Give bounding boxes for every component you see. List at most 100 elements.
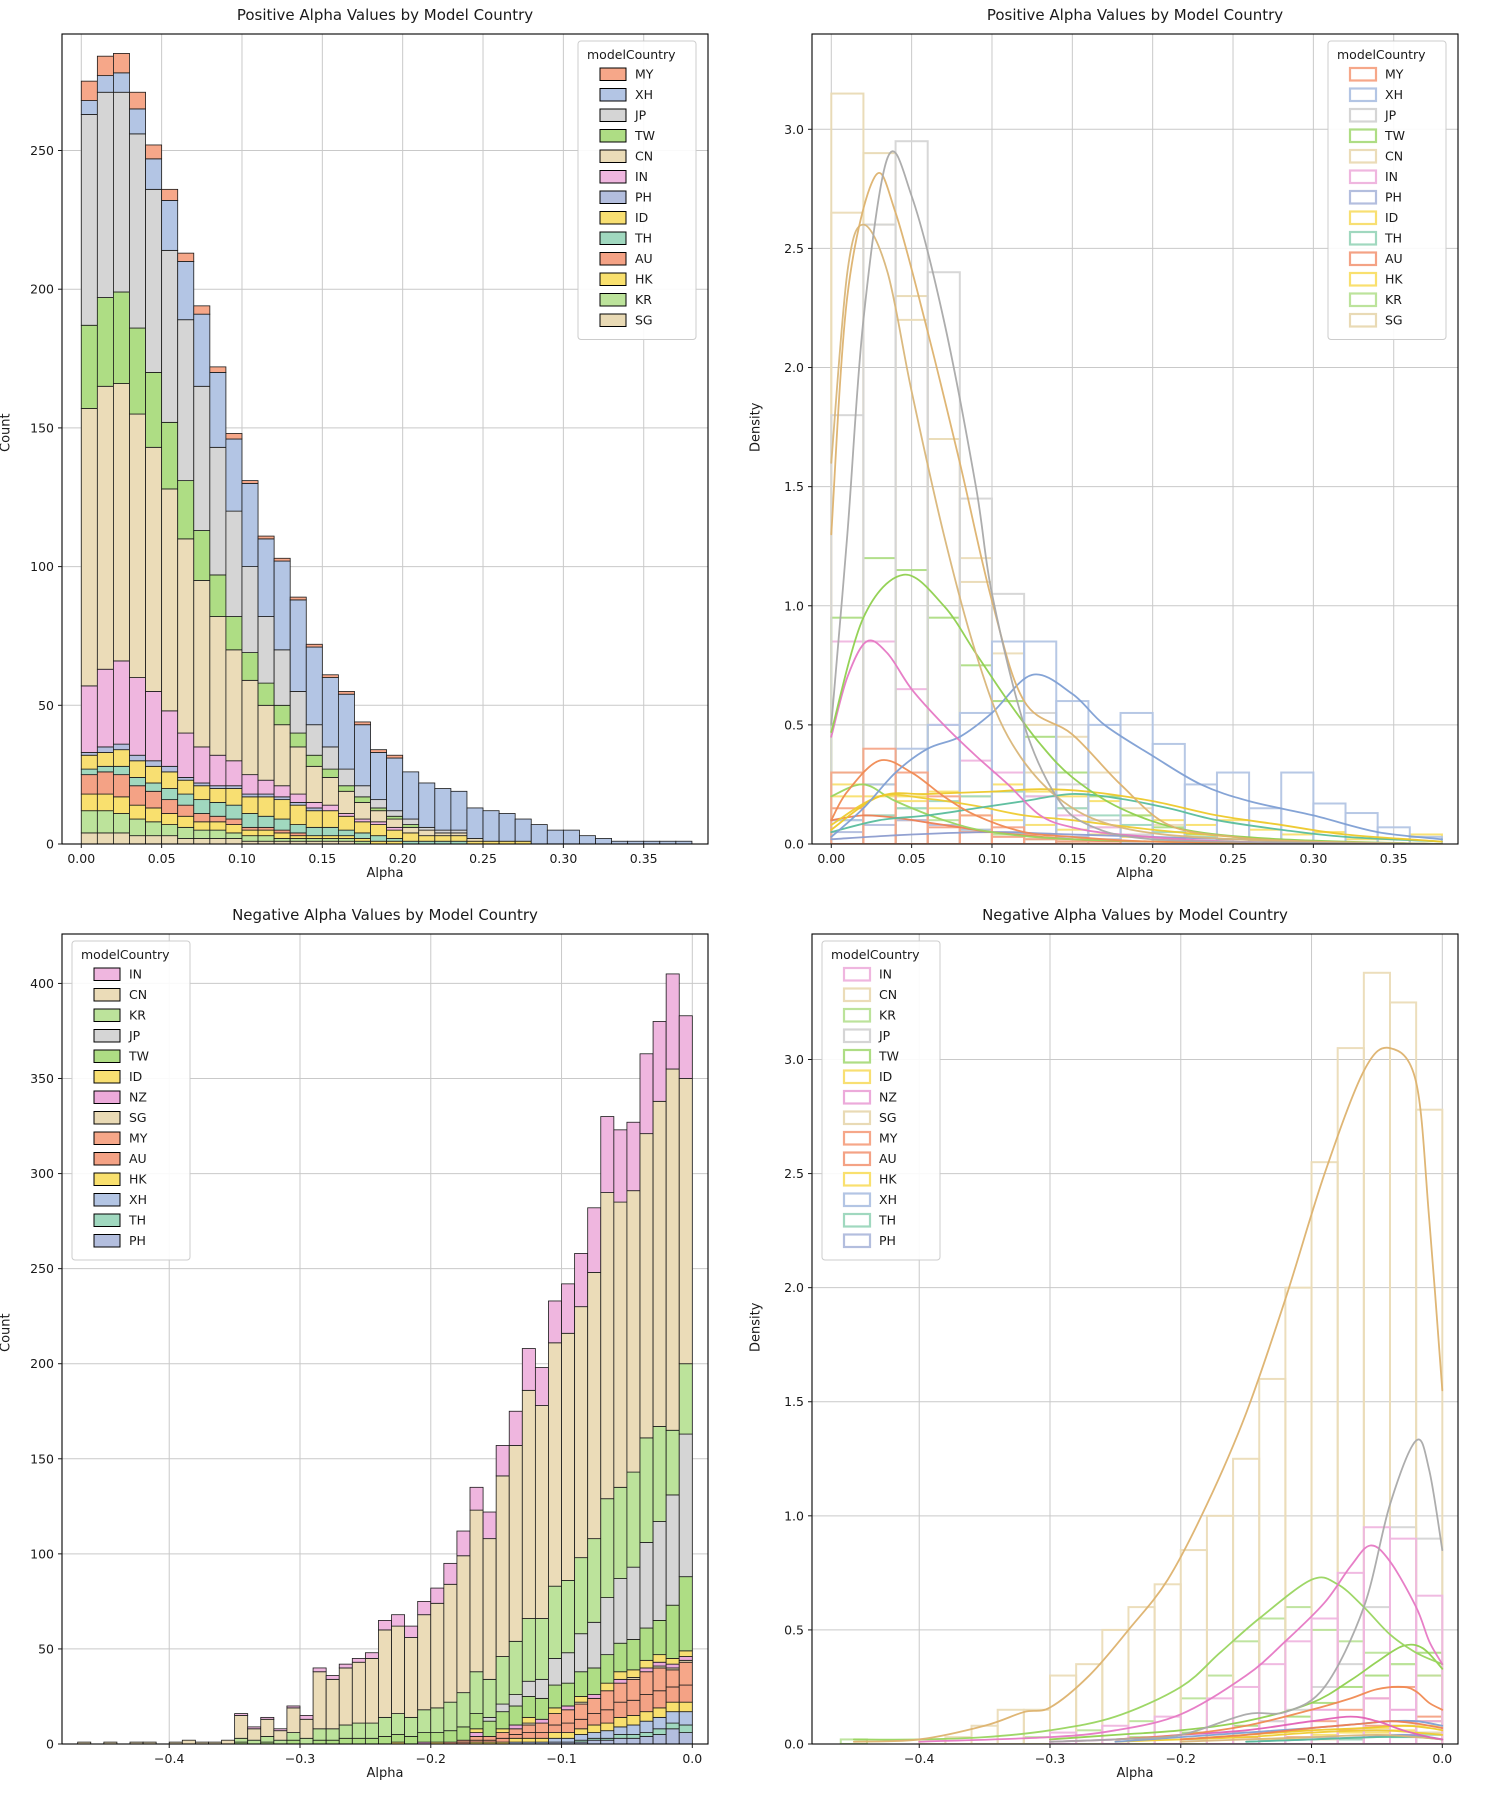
bar-XH: [305, 646, 323, 726]
y-tick-label: 3.0: [784, 1052, 804, 1067]
bar-HK: [145, 807, 163, 823]
kde-curve-SG: [1179, 1733, 1444, 1743]
bar-TH: [241, 813, 259, 828]
x-axis-label: Alpha: [366, 1766, 404, 1781]
bar-TW: [417, 1732, 432, 1743]
bar-XH: [209, 372, 227, 448]
bar-ID: [209, 788, 227, 803]
hist-bar-CN: [1310, 1161, 1339, 1744]
legend-item-IN: IN: [93, 967, 142, 982]
bar-CN: [234, 1715, 249, 1739]
bar-CN: [534, 1405, 549, 1619]
chart-title: Positive Alpha Values by Model Country: [236, 6, 534, 24]
bar-JP: [225, 510, 243, 617]
legend-item-JP: JP: [842, 1028, 891, 1044]
bar-IN: [678, 1015, 693, 1079]
bar-CN: [289, 746, 307, 795]
x-tick-label: −0.4: [154, 1751, 184, 1766]
legend-item-NZ: NZ: [842, 1090, 897, 1105]
bar-PH: [289, 801, 307, 806]
bar-MY: [495, 1732, 510, 1739]
bar-ID: [434, 835, 452, 842]
bar-IN: [652, 1021, 667, 1102]
legend-label-JP: JP: [128, 1028, 141, 1043]
legend-swatch-ID: [599, 211, 627, 225]
bar-TW: [678, 1576, 693, 1652]
bar-NZ: [587, 1694, 602, 1699]
hist-bar-XH: [958, 711, 993, 844]
plot-positive-count: 0.00 0.05 0.10 0.15 0.20 0.25 0.30 0.35 0 50 100 15…: [30, 33, 709, 866]
kde-curve-SG: [830, 223, 1443, 844]
bar-NZ: [534, 1718, 549, 1724]
chart-title: Negative Alpha Values by Model Country: [982, 906, 1288, 924]
bar-IN: [225, 760, 243, 787]
plot-negative-density: −0.4 −0.3 −0.2 −0.1 0.0 0.0 0.5 1.0 1.5 2.0 2.5 3.0…: [784, 933, 1459, 1766]
bar-IN: [600, 1116, 615, 1193]
legend-item-KR: KR: [1348, 292, 1402, 308]
bar-JP: [508, 1694, 523, 1707]
plot-positive-density: 0.00 0.05 0.10 0.15 0.20 0.25 0.30 0.35 0.0 0.5 1.…: [784, 33, 1459, 866]
y-tick-label: 200: [30, 1356, 54, 1371]
bar-HK: [521, 1737, 536, 1743]
bar-SG: [129, 835, 146, 844]
bar-XH: [548, 1737, 562, 1743]
y-tick-label: 0.5: [784, 717, 804, 732]
bar-JP: [337, 768, 355, 787]
bar-TH: [386, 838, 404, 842]
x-tick-label: −0.2: [416, 1751, 446, 1766]
bar-TH: [273, 818, 291, 831]
plot-border: [61, 933, 709, 1745]
bar-CN: [587, 1272, 602, 1540]
bar-XH: [386, 757, 404, 812]
bar-IN: [321, 804, 339, 812]
bar-KR: [521, 1618, 536, 1682]
bar-IN: [404, 1625, 419, 1638]
bar-MY: [177, 252, 195, 262]
legend-swatch-AU: [842, 1151, 872, 1167]
legend-swatch-PH: [842, 1233, 872, 1249]
bar-PH: [626, 1737, 641, 1744]
bar-XH: [600, 1730, 615, 1739]
bar-ID: [80, 754, 98, 770]
x-tick-label: −0.3: [285, 1751, 315, 1766]
bar-XH: [579, 835, 596, 844]
bar-TH: [652, 1728, 667, 1735]
bar-MY: [289, 596, 307, 601]
bar-IN: [338, 1663, 353, 1669]
bar-JP: [450, 829, 468, 834]
bar-IN: [548, 1300, 562, 1344]
bar-TH: [129, 777, 146, 787]
y-tick-label: 1.0: [784, 1508, 804, 1523]
y-tick-label: 2.0: [784, 1280, 804, 1295]
hist-outline-KR: [839, 1606, 1444, 1744]
legend-label-PH: PH: [129, 1233, 146, 1248]
hist-bar-CN: [926, 438, 961, 844]
legend-item-HK: HK: [842, 1172, 897, 1187]
legend-swatch-XH: [93, 1193, 121, 1207]
bar-ID: [370, 824, 388, 837]
bar-TW: [209, 574, 227, 617]
x-tick-label: 0.15: [1058, 851, 1086, 866]
bar-TH: [613, 1734, 628, 1739]
hist-bar-PH: [862, 823, 897, 844]
legend-label-TH: TH: [634, 231, 652, 246]
bar-CN: [430, 1602, 445, 1709]
x-tick-label: 0.00: [67, 851, 95, 866]
bar-TH: [225, 804, 243, 820]
bar-KR: [678, 1363, 693, 1435]
panel-negative-count: Negative Alpha Values by Model Country C…: [0, 900, 750, 1800]
bar-AU: [678, 1684, 693, 1703]
legend-item-XH: XH: [1348, 87, 1403, 103]
bar-KR: [600, 1498, 615, 1598]
plot-border: [61, 33, 709, 845]
bar-AU: [639, 1694, 654, 1713]
legend-title: modelCountry: [831, 947, 920, 962]
bar-TW: [129, 327, 146, 415]
bar-JP: [482, 1716, 497, 1722]
bar-HK: [257, 829, 275, 837]
kde-curve-CN: [852, 1046, 1444, 1743]
bar-PH: [129, 754, 146, 762]
bar-TW: [665, 1604, 680, 1659]
bar-ID: [225, 788, 243, 806]
x-tick-label: 0.25: [469, 851, 497, 866]
